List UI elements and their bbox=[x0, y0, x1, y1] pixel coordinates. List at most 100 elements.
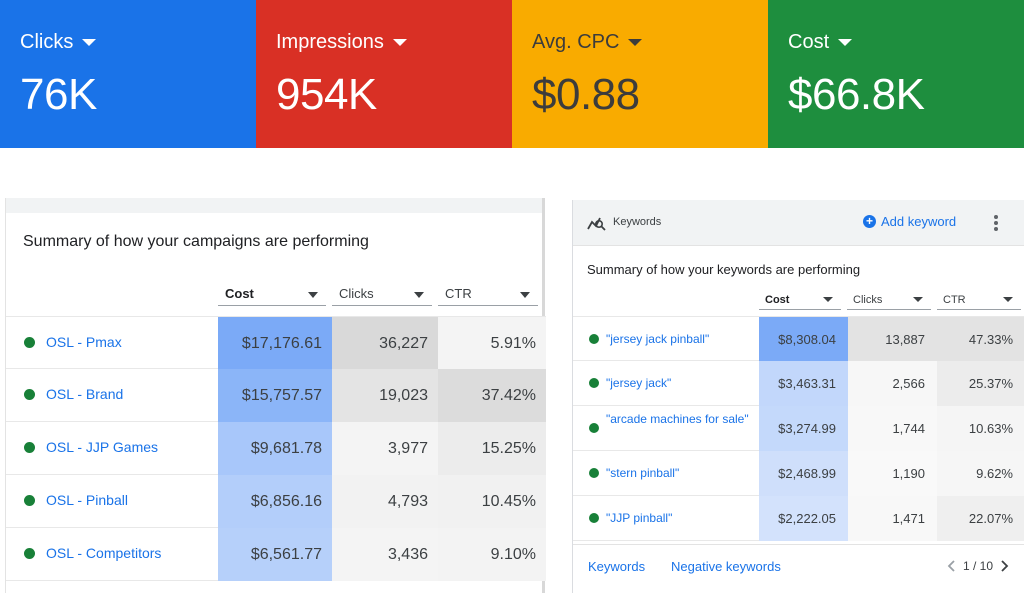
clicks-cell: 36,227 bbox=[332, 317, 438, 370]
caret-down-icon bbox=[82, 38, 97, 46]
column-header-label: Cost bbox=[225, 286, 254, 301]
table-row: OSL - JJP Games $9,681.78 3,977 15.25% bbox=[6, 422, 546, 475]
caret-down-icon bbox=[628, 38, 643, 46]
metric-dropdown-clicks[interactable]: Clicks bbox=[20, 28, 256, 56]
table-row: OSL - Pmax $17,176.61 36,227 5.91% bbox=[6, 316, 546, 370]
column-header-cost[interactable]: Cost bbox=[218, 284, 326, 306]
more-options-icon[interactable] bbox=[991, 213, 1001, 233]
sort-arrow-icon bbox=[1003, 297, 1013, 302]
clicks-cell: 1,471 bbox=[848, 496, 937, 541]
campaigns-table-header: Cost Clicks CTR bbox=[6, 284, 546, 306]
table-row: "stern pinball" $2,468.99 1,190 9.62% bbox=[573, 451, 1024, 496]
cost-cell: $9,681.78 bbox=[218, 422, 332, 475]
metric-label: Clicks bbox=[20, 30, 74, 53]
metric-label: Cost bbox=[788, 30, 830, 53]
keywords-card-footer: Keywords Negative keywords 1 / 10 bbox=[573, 544, 1024, 586]
metric-label: Impressions bbox=[276, 30, 384, 53]
keyword-link[interactable]: "stern pinball" bbox=[606, 466, 680, 480]
metric-dropdown-impressions[interactable]: Impressions bbox=[276, 28, 512, 56]
table-row: "arcade machines for sale" $3,274.99 1,7… bbox=[573, 406, 1024, 451]
metrics-bar: Clicks 76K Impressions 954K Avg. CPC $0.… bbox=[0, 0, 1024, 148]
table-row: "jersey jack" $3,463.31 2,566 25.37% bbox=[573, 361, 1024, 406]
column-header-cost[interactable]: Cost bbox=[759, 294, 841, 310]
keywords-table-body: "jersey jack pinball" $8,308.04 13,887 4… bbox=[573, 316, 1024, 541]
metric-card-clicks[interactable]: Clicks 76K bbox=[0, 0, 256, 148]
table-row: "jersey jack pinball" $8,308.04 13,887 4… bbox=[573, 316, 1024, 362]
ctr-cell: 9.10% bbox=[438, 528, 546, 581]
add-keyword-button[interactable]: + Add keyword bbox=[863, 214, 956, 229]
status-enabled-icon bbox=[24, 389, 35, 400]
cost-cell: $6,856.16 bbox=[218, 475, 332, 528]
table-row: OSL - Brand $15,757.57 19,023 37.42% bbox=[6, 369, 546, 422]
sort-arrow-icon bbox=[823, 297, 833, 302]
sort-arrow-icon bbox=[308, 292, 318, 298]
table-row: "JJP pinball" $2,222.05 1,471 22.07% bbox=[573, 496, 1024, 541]
column-header-ctr[interactable]: CTR bbox=[438, 284, 538, 306]
clicks-cell: 3,436 bbox=[332, 528, 438, 581]
ctr-cell: 10.45% bbox=[438, 475, 546, 528]
campaign-link[interactable]: OSL - Pinball bbox=[46, 492, 128, 508]
keyword-insights-icon bbox=[587, 217, 606, 231]
table-row: OSL - Pinball $6,856.16 4,793 10.45% bbox=[6, 475, 546, 528]
keywords-title: Summary of how your keywords are perform… bbox=[587, 262, 861, 277]
metric-value: $0.88 bbox=[532, 70, 640, 119]
campaign-link[interactable]: OSL - JJP Games bbox=[46, 439, 159, 455]
sort-arrow-icon bbox=[913, 297, 923, 302]
sort-arrow-icon bbox=[414, 292, 424, 298]
campaign-link[interactable]: OSL - Competitors bbox=[46, 545, 162, 561]
caret-down-icon bbox=[838, 38, 853, 46]
column-header-label: Clicks bbox=[339, 286, 374, 301]
status-enabled-icon bbox=[589, 513, 599, 523]
keyword-link[interactable]: "jersey jack pinball" bbox=[606, 332, 710, 346]
clicks-cell: 2,566 bbox=[848, 361, 937, 406]
keyword-link[interactable]: "JJP pinball" bbox=[606, 511, 673, 525]
clicks-cell: 19,023 bbox=[332, 369, 438, 422]
table-row: OSL - Competitors $6,561.77 3,436 9.10% bbox=[6, 528, 546, 581]
status-enabled-icon bbox=[589, 378, 599, 388]
column-header-clicks[interactable]: Clicks bbox=[847, 294, 931, 310]
keywords-card-label: Keywords bbox=[613, 216, 662, 228]
keyword-link[interactable]: "jersey jack" bbox=[606, 376, 672, 390]
cost-cell: $6,561.77 bbox=[218, 528, 332, 581]
clicks-cell: 4,793 bbox=[332, 475, 438, 528]
ctr-cell: 9.62% bbox=[937, 451, 1024, 496]
campaigns-title: Summary of how your campaigns are perfor… bbox=[23, 233, 369, 250]
ctr-cell: 15.25% bbox=[438, 422, 546, 475]
status-enabled-icon bbox=[589, 468, 599, 478]
clicks-cell: 13,887 bbox=[848, 317, 937, 362]
status-enabled-icon bbox=[24, 548, 35, 559]
metric-dropdown-avg-cpc[interactable]: Avg. CPC bbox=[532, 28, 768, 56]
campaign-link[interactable]: OSL - Brand bbox=[46, 386, 124, 402]
clicks-cell: 3,977 bbox=[332, 422, 438, 475]
ctr-cell: 47.33% bbox=[937, 317, 1024, 362]
metric-card-avg-cpc[interactable]: Avg. CPC $0.88 bbox=[512, 0, 768, 148]
metric-card-cost[interactable]: Cost $66.8K bbox=[768, 0, 1024, 148]
card-top-strip bbox=[6, 198, 542, 213]
chevron-right-icon[interactable] bbox=[997, 559, 1011, 573]
column-header-clicks[interactable]: Clicks bbox=[332, 284, 432, 306]
campaign-link[interactable]: OSL - Pmax bbox=[46, 334, 122, 350]
keywords-card: Keywords + Add keyword Summary of how yo… bbox=[572, 200, 1024, 593]
status-enabled-icon bbox=[589, 423, 599, 433]
keywords-card-header: Keywords + Add keyword bbox=[573, 200, 1024, 246]
metric-card-impressions[interactable]: Impressions 954K bbox=[256, 0, 512, 148]
ctr-cell: 25.37% bbox=[937, 361, 1024, 406]
keyword-link[interactable]: "arcade machines for sale" bbox=[606, 412, 749, 426]
metric-value: 954K bbox=[276, 70, 377, 119]
column-header-label: CTR bbox=[943, 294, 966, 306]
metric-dropdown-cost[interactable]: Cost bbox=[788, 28, 1024, 56]
ctr-cell: 10.63% bbox=[937, 406, 1024, 451]
column-header-ctr[interactable]: CTR bbox=[937, 294, 1021, 310]
add-circle-icon: + bbox=[863, 215, 876, 228]
cost-cell: $17,176.61 bbox=[218, 317, 332, 370]
metric-value: 76K bbox=[20, 70, 97, 119]
column-header-label: CTR bbox=[445, 286, 472, 301]
cost-cell: $15,757.57 bbox=[218, 369, 332, 422]
keywords-table-header: Cost Clicks CTR bbox=[573, 294, 1024, 310]
column-header-label: Cost bbox=[765, 294, 790, 306]
chevron-left-icon[interactable] bbox=[945, 559, 959, 573]
tab-keywords[interactable]: Keywords bbox=[588, 559, 646, 574]
page-indicator: 1 / 10 bbox=[963, 559, 994, 573]
tab-negative-keywords[interactable]: Negative keywords bbox=[671, 559, 781, 574]
caret-down-icon bbox=[392, 38, 407, 46]
